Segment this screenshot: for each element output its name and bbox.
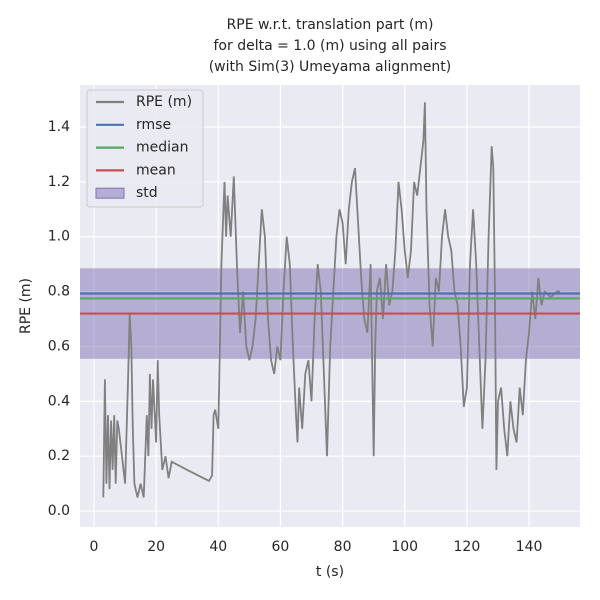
y-tick-label: 0.6 bbox=[48, 338, 70, 354]
x-axis-label: t (s) bbox=[316, 564, 344, 580]
x-tick-label: 80 bbox=[334, 539, 352, 555]
chart-title: (with Sim(3) Umeyama alignment) bbox=[209, 59, 452, 75]
x-tick-label: 100 bbox=[391, 539, 418, 555]
legend-label: mean bbox=[136, 162, 176, 178]
legend-label: RPE (m) bbox=[136, 94, 192, 110]
x-tick-label: 20 bbox=[147, 539, 165, 555]
legend-swatch bbox=[95, 187, 125, 199]
y-tick-label: 0.4 bbox=[48, 393, 70, 409]
y-tick-label: 0.2 bbox=[48, 448, 70, 464]
chart-title: RPE w.r.t. translation part (m) bbox=[227, 17, 434, 33]
y-axis-label: RPE (m) bbox=[18, 278, 34, 334]
x-tick-label: 0 bbox=[90, 539, 99, 555]
x-tick-label: 120 bbox=[454, 539, 481, 555]
legend-label: rmse bbox=[136, 117, 171, 133]
chart-title: for delta = 1.0 (m) using all pairs bbox=[214, 38, 447, 54]
y-tick-label: 0.8 bbox=[48, 284, 70, 300]
x-tick-label: 60 bbox=[272, 539, 290, 555]
y-tick-label: 1.0 bbox=[48, 229, 70, 245]
x-tick-label: 40 bbox=[209, 539, 227, 555]
legend-label: std bbox=[136, 185, 158, 201]
y-tick-label: 1.2 bbox=[48, 174, 70, 190]
y-tick-label: 0.0 bbox=[48, 503, 70, 519]
legend-label: median bbox=[136, 140, 188, 156]
legend-box bbox=[86, 89, 204, 208]
data-line bbox=[102, 102, 561, 498]
y-tick-label: 1.4 bbox=[48, 119, 70, 135]
x-tick-label: 140 bbox=[516, 539, 543, 555]
